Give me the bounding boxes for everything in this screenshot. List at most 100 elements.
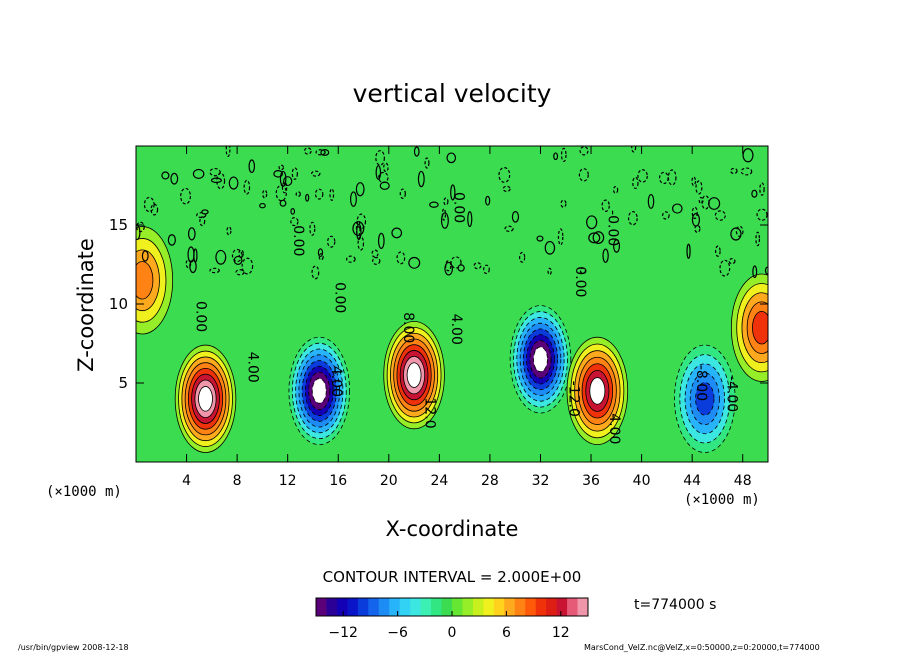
x-tick-label: 32 — [532, 473, 550, 489]
velocity-cell-updraft — [174, 344, 237, 453]
noise-contour — [320, 149, 330, 156]
noise-contour — [352, 221, 365, 237]
colorbar-swatch — [567, 598, 579, 616]
colorbar-swatch — [577, 598, 589, 616]
noise-contour — [686, 243, 691, 259]
colorbar-swatch — [378, 598, 390, 616]
noise-contour — [141, 250, 149, 262]
noise-contour — [450, 184, 456, 201]
noise-contour — [314, 188, 324, 200]
noise-contour — [309, 221, 316, 236]
noise-contour — [150, 203, 159, 216]
noise-contour — [399, 188, 406, 199]
noise-contour — [547, 267, 552, 276]
noise-contour — [502, 185, 511, 193]
noise-contour — [694, 224, 701, 233]
contour-label: 4.00 — [606, 413, 622, 444]
colorbar-swatch — [336, 598, 348, 616]
noise-contour — [187, 227, 196, 241]
noise-contour — [672, 203, 683, 214]
noise-contour — [413, 146, 420, 157]
noise-contour — [375, 165, 382, 180]
noise-contour — [544, 240, 556, 255]
noise-contour — [283, 176, 293, 187]
x-axis-label: X-coordinate — [386, 517, 519, 541]
time-label: t=774000 s — [634, 597, 716, 613]
noise-contour — [356, 213, 367, 230]
noise-contour — [519, 251, 526, 263]
noise-contour — [238, 249, 244, 258]
y-tick-label: 15 — [109, 216, 128, 234]
noise-contour — [378, 171, 389, 184]
colorbar-swatch — [462, 598, 474, 616]
colorbar-tick-label: −6 — [387, 625, 408, 641]
noise-contour — [714, 210, 726, 221]
noise-contour — [698, 196, 704, 205]
contour-label: 0.00 — [332, 282, 348, 313]
colorbar-swatch — [546, 598, 558, 616]
colorbar-swatch — [326, 598, 338, 616]
noise-contour — [278, 164, 285, 171]
noise-contour — [303, 147, 312, 155]
noise-contour — [318, 253, 324, 261]
contour-label: 12.0 — [421, 397, 437, 428]
noise-contour — [396, 251, 406, 265]
contour-ring — [752, 310, 768, 345]
noise-contour — [350, 191, 357, 207]
colorbar-tick-label: 6 — [502, 625, 511, 641]
noise-contour — [315, 149, 326, 156]
noise-contour — [755, 231, 761, 247]
noise-contour — [560, 199, 567, 208]
noise-contour — [735, 225, 744, 237]
noise-contour — [383, 162, 389, 173]
noise-contour — [311, 170, 321, 177]
noise-contour — [357, 235, 365, 251]
noise-contour — [228, 176, 239, 190]
noise-contour — [391, 227, 403, 239]
velocity-cell-updraft — [730, 273, 768, 382]
contour-label: 0.00 — [572, 266, 588, 297]
noise-contour — [586, 215, 598, 230]
noise-contour — [613, 239, 621, 253]
noise-contour — [756, 208, 768, 221]
noise-contour — [295, 191, 301, 197]
noise-contour — [329, 188, 335, 201]
colorbar-swatch — [389, 598, 401, 616]
x-tick-label: 4 — [182, 473, 191, 489]
contour-label: 4.00 — [244, 352, 260, 383]
noise-contour — [408, 256, 421, 269]
noise-contour — [317, 248, 324, 258]
noise-contour — [429, 201, 439, 208]
noise-contour — [291, 167, 298, 180]
noise-contour — [440, 212, 449, 229]
contour-label: 0.00 — [290, 225, 306, 256]
colorbar-swatch — [504, 598, 516, 616]
noise-contour — [192, 168, 205, 179]
noise-contour — [695, 180, 703, 195]
noise-contour — [346, 255, 356, 263]
noise-contour — [377, 232, 385, 249]
colorbar-tick-label: −12 — [328, 625, 358, 641]
contour-label: -0.00 — [605, 210, 621, 246]
noise-contour — [209, 267, 220, 274]
noise-contour — [180, 187, 192, 205]
noise-contour — [759, 182, 765, 196]
noise-contour — [443, 197, 449, 206]
colorbar-swatch — [525, 598, 537, 616]
contour-label: -12.0 — [566, 381, 582, 417]
y-tick-label: 10 — [109, 295, 128, 313]
noise-contour — [417, 170, 425, 188]
contour-ring — [589, 377, 606, 405]
noise-contour — [262, 189, 268, 199]
noise-contour — [659, 171, 669, 185]
noise-contour — [553, 152, 559, 161]
noise-contour — [241, 257, 254, 275]
noise-contour — [216, 172, 226, 190]
x-axis-ticks: 4 8 12 16 20 24 28 32 36 40 44 48 — [182, 146, 752, 489]
noise-contour — [457, 264, 465, 272]
noise-contour — [691, 206, 698, 220]
colorbar-swatch — [514, 598, 526, 616]
noise-contour — [588, 232, 601, 244]
x-tick-label: 8 — [233, 473, 242, 489]
